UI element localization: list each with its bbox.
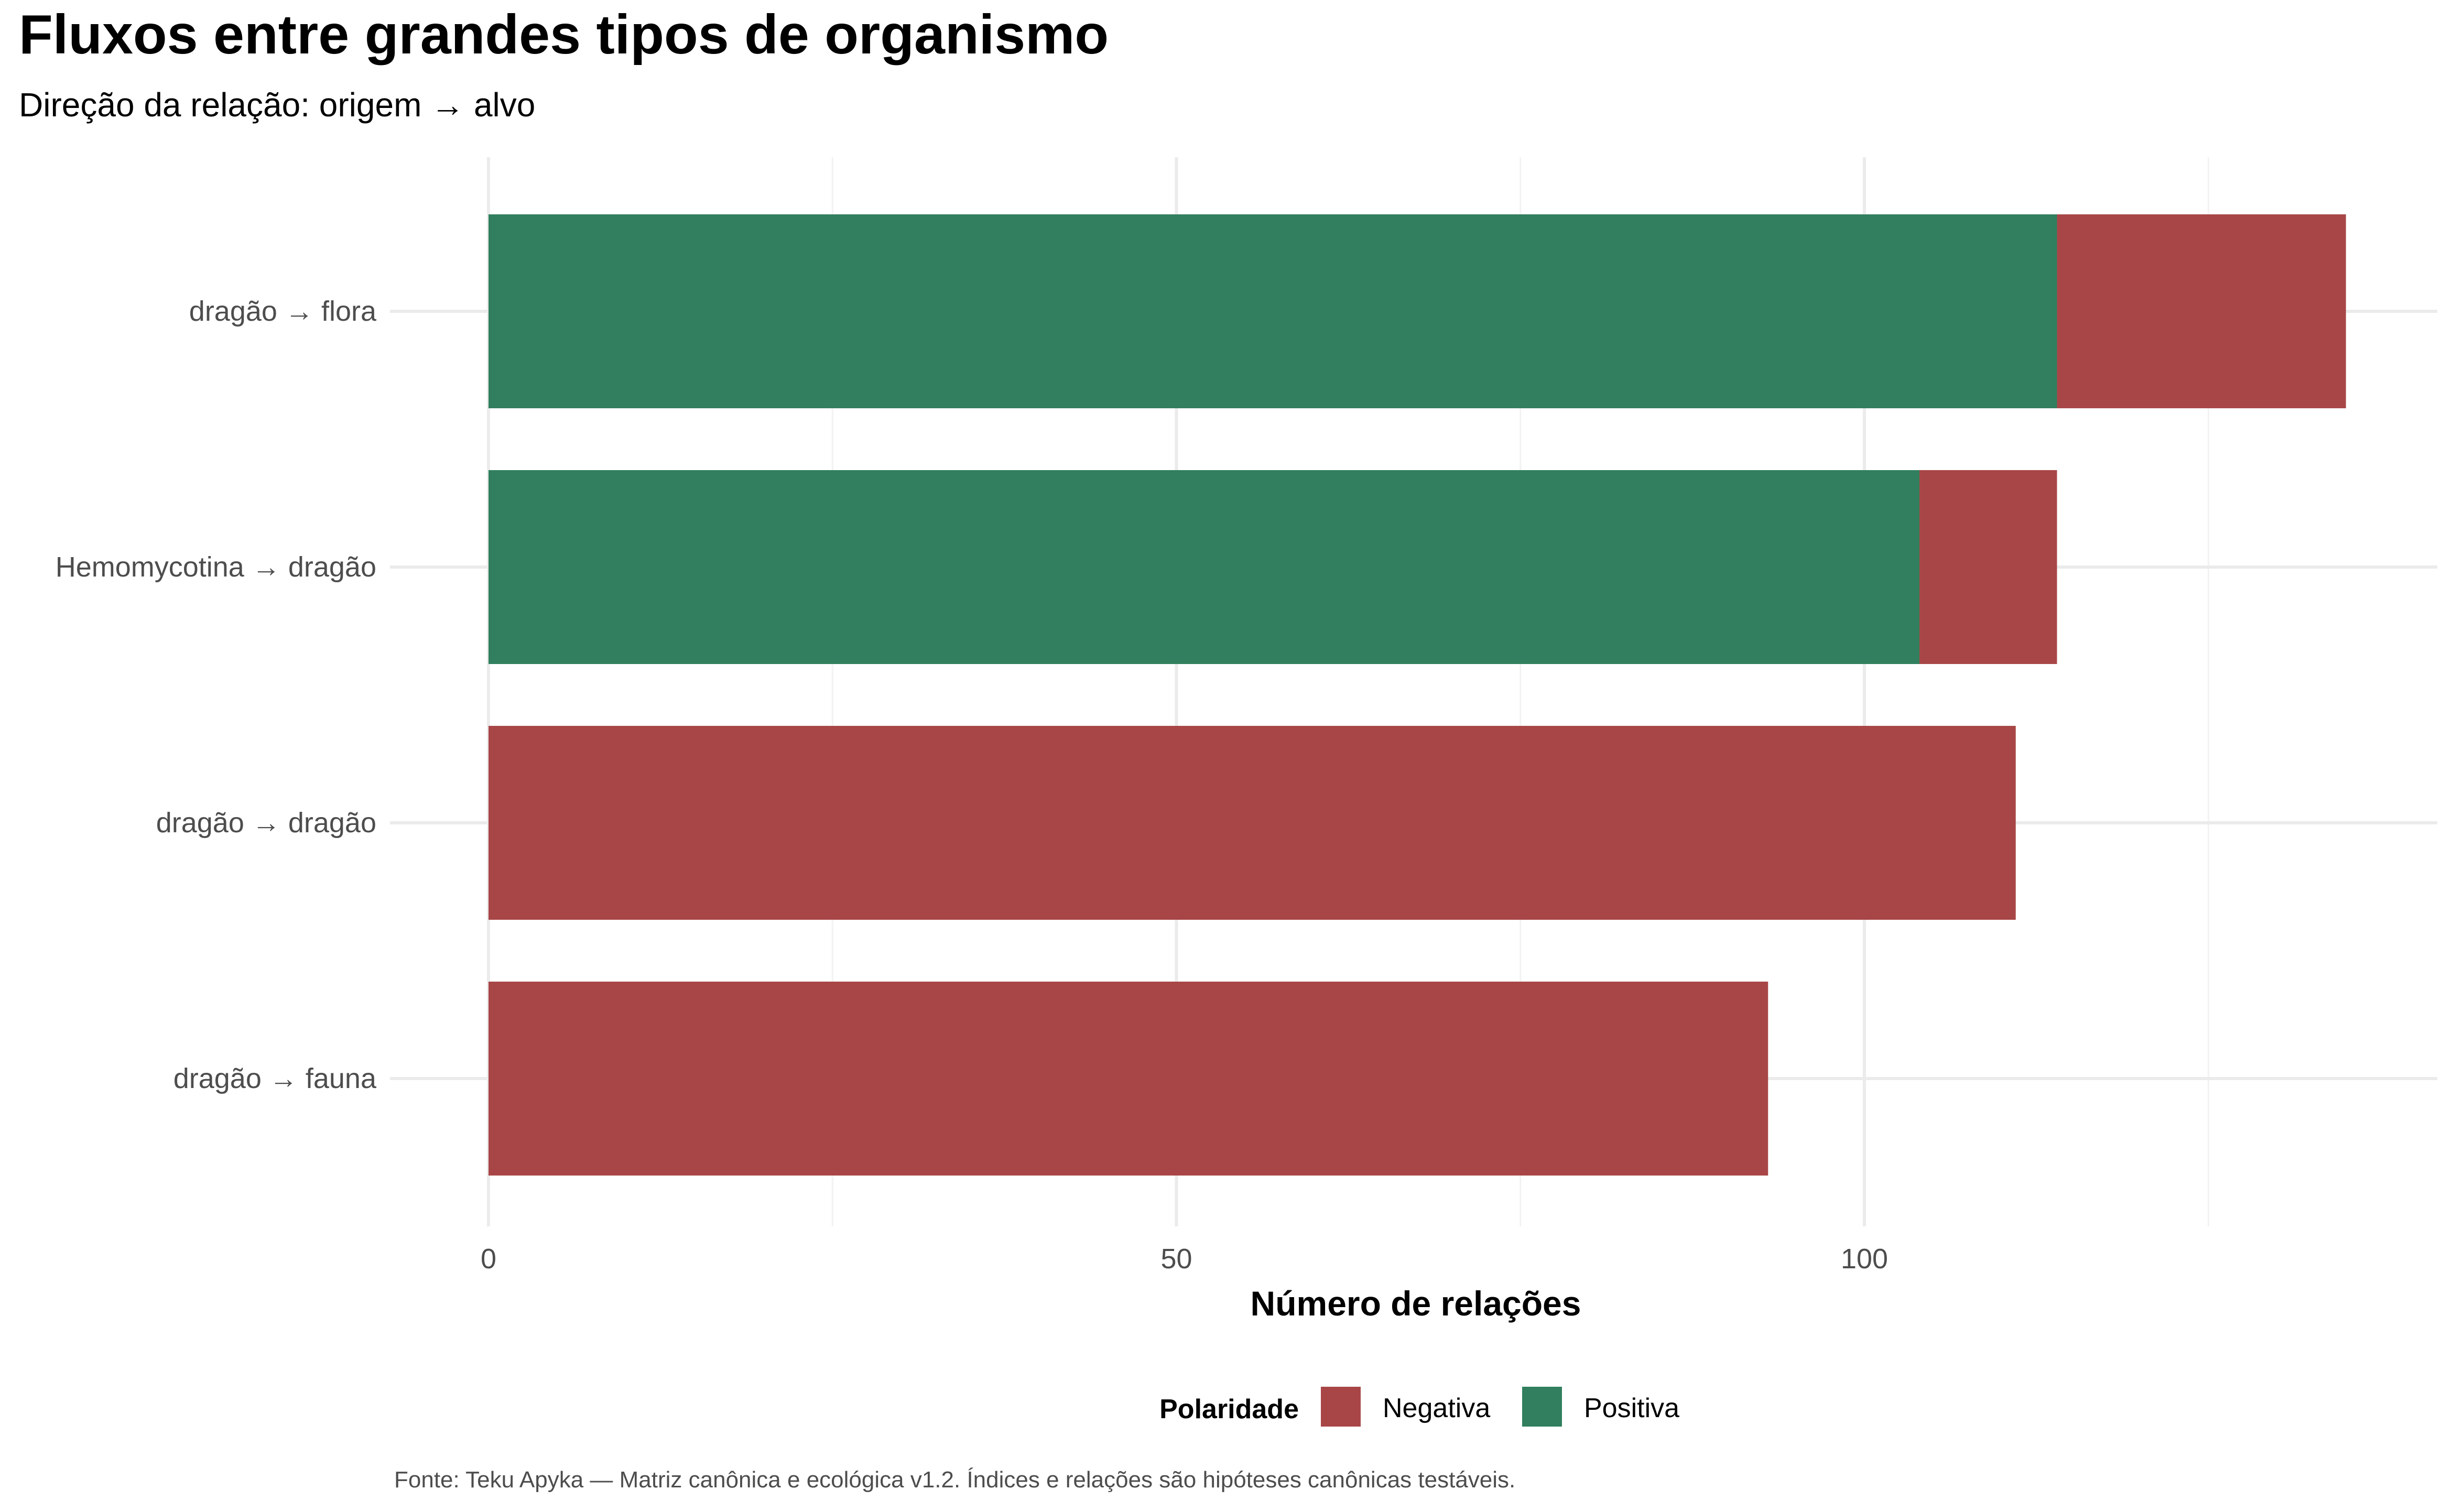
legend-entry-negativa: Negativa <box>1321 1387 1490 1427</box>
y-tick-label: dragão → fauna <box>173 1063 377 1094</box>
bar-negativa <box>1919 470 2057 664</box>
bar-positiva <box>489 470 1919 664</box>
legend-title: Polaridade <box>1159 1394 1299 1424</box>
legend-swatch <box>1522 1387 1562 1427</box>
x-tick-label: 50 <box>1160 1243 1192 1275</box>
y-tick-label: Hemomycotina → dragão <box>56 551 376 583</box>
x-axis-title: Número de relações <box>1251 1284 1581 1323</box>
y-tick-label: dragão → dragão <box>156 807 376 839</box>
legend-label: Negativa <box>1383 1393 1490 1423</box>
legend: Polaridade Negativa Positiva <box>1159 1387 1679 1427</box>
legend-label: Positiva <box>1584 1393 1679 1423</box>
y-tick-labels: dragão → flora Hemomycotina → dragão dragã… <box>56 296 377 1094</box>
bar-positiva <box>489 214 2057 408</box>
x-tick-label: 0 <box>481 1243 496 1275</box>
bars <box>489 214 2346 1176</box>
legend-entry-positiva: Positiva <box>1522 1387 1679 1427</box>
bar-negativa <box>489 982 1768 1176</box>
bar-negativa <box>2057 214 2346 408</box>
x-tick-labels: 0 50 100 <box>481 1243 1888 1275</box>
chart-title: Fluxos entre grandes tipos de organismo <box>19 4 1109 66</box>
legend-swatch <box>1321 1387 1361 1427</box>
y-tick-label: dragão → flora <box>189 296 377 327</box>
chart-caption: Fonte: Teku Apyka — Matriz canônica e ec… <box>394 1467 1515 1493</box>
x-tick-label: 100 <box>1841 1243 1888 1275</box>
legend-entries: Negativa Positiva <box>1321 1387 1679 1427</box>
chart-subtitle: Direção da relação: origem → alvo <box>19 86 535 124</box>
bar-negativa <box>489 726 2016 920</box>
